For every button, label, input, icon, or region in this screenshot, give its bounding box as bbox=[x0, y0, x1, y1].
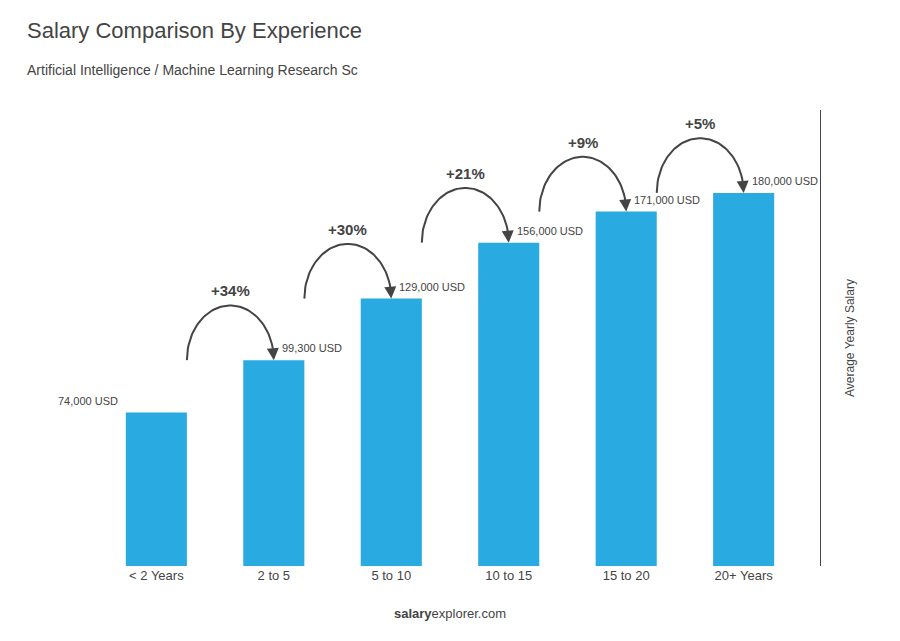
svg-text:180,000 USD: 180,000 USD bbox=[752, 175, 818, 187]
svg-text:salaryexplorer.com: salaryexplorer.com bbox=[394, 606, 506, 621]
svg-text:10 to 15: 10 to 15 bbox=[485, 568, 532, 583]
svg-text:15 to 20: 15 to 20 bbox=[603, 568, 650, 583]
svg-text:+5%: +5% bbox=[685, 115, 715, 132]
svg-text:Artificial Intelligence / Mach: Artificial Intelligence / Machine Learni… bbox=[27, 62, 358, 78]
svg-text:+9%: +9% bbox=[568, 134, 598, 151]
svg-text:99,300 USD: 99,300 USD bbox=[282, 342, 342, 354]
svg-text:156,000 USD: 156,000 USD bbox=[517, 225, 583, 237]
svg-text:+21%: +21% bbox=[446, 165, 485, 182]
svg-text:Average Yearly Salary: Average Yearly Salary bbox=[843, 279, 857, 397]
svg-text:2 to 5: 2 to 5 bbox=[258, 568, 291, 583]
svg-text:129,000 USD: 129,000 USD bbox=[399, 281, 465, 293]
svg-text:74,000 USD: 74,000 USD bbox=[58, 395, 118, 407]
svg-text:< 2 Years: < 2 Years bbox=[129, 568, 184, 583]
svg-text:20+ Years: 20+ Years bbox=[715, 568, 774, 583]
svg-text:Salary Comparison By Experienc: Salary Comparison By Experience bbox=[27, 18, 362, 43]
svg-text:5 to 10: 5 to 10 bbox=[371, 568, 411, 583]
svg-text:171,000 USD: 171,000 USD bbox=[634, 194, 700, 206]
svg-text:+34%: +34% bbox=[211, 282, 250, 299]
svg-text:+30%: +30% bbox=[328, 221, 367, 238]
